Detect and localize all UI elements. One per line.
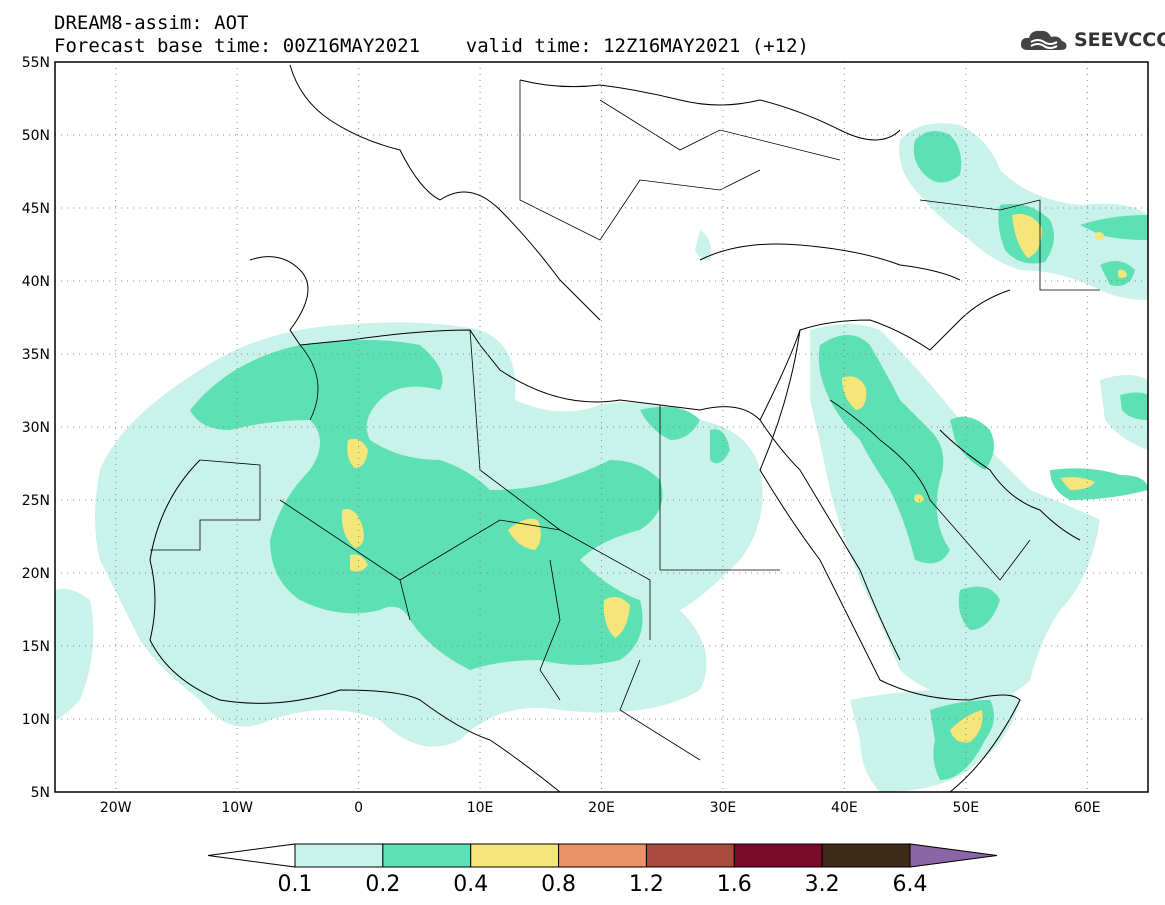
- cloud-icon: [1020, 30, 1067, 50]
- aot-field: [55, 62, 1148, 792]
- colorbar-tick-label: 0.4: [453, 872, 489, 897]
- lat-tick-label: 55N: [22, 55, 50, 71]
- colorbar-tick-label: 0.2: [365, 872, 401, 897]
- colorbar-over-arrow: [909, 843, 998, 868]
- longitude-labels: 20W 10W 0 10E 20E 30E 40E 50E 60E: [100, 800, 1101, 816]
- lon-tick-label: 10E: [467, 800, 494, 816]
- colorbar: [207, 843, 998, 868]
- lat-tick-label: 5N: [31, 785, 50, 801]
- colorbar-tick-label: 3.2: [804, 872, 840, 897]
- aot-level-0.2: [190, 131, 1148, 780]
- lat-tick-label: 50N: [22, 128, 50, 144]
- seevccc-logo: SEEVCCC: [1018, 26, 1165, 54]
- colorbar-tick-label: 1.6: [716, 872, 752, 897]
- lon-tick-label: 0: [354, 800, 363, 816]
- coastlines: [149, 64, 1081, 792]
- colorbar-tick-label: 0.8: [541, 872, 577, 897]
- lat-tick-label: 45N: [22, 201, 50, 217]
- lon-tick-label: 10W: [221, 800, 253, 816]
- colorbar-segment: [821, 843, 911, 868]
- lon-tick-label: 50E: [952, 800, 979, 816]
- lon-tick-label: 60E: [1074, 800, 1101, 816]
- colorbar-tick-label: 0.1: [277, 872, 313, 897]
- colorbar-segment: [733, 843, 823, 868]
- lat-tick-label: 35N: [22, 347, 50, 363]
- lat-tick-label: 20N: [22, 566, 50, 582]
- lat-tick-label: 25N: [22, 493, 50, 509]
- lon-tick-label: 20E: [588, 800, 615, 816]
- map-title: DREAM8-assim: AOT: [54, 12, 249, 34]
- colorbar-under-arrow: [207, 843, 296, 868]
- map-frame: [54, 61, 1149, 793]
- colorbar-segment: [558, 843, 647, 868]
- grid-lines: [55, 62, 1148, 792]
- borders: [150, 80, 1100, 761]
- colorbar-segment: [294, 843, 384, 868]
- lat-tick-label: 30N: [22, 420, 50, 436]
- colorbar-segment: [470, 843, 560, 868]
- colorbar-tick-label: 6.4: [892, 872, 928, 897]
- logo-text: SEEVCCC: [1074, 29, 1165, 51]
- lon-tick-label: 40E: [831, 800, 858, 816]
- colorbar-tick-label: 1.2: [628, 872, 664, 897]
- colorbar-segment: [645, 843, 735, 868]
- latitude-labels: 55N 50N 45N 40N 35N 30N 25N 20N 15N 10N 5N: [22, 55, 50, 801]
- lon-tick-label: 20W: [100, 800, 132, 816]
- colorbar-segment: [382, 843, 472, 868]
- forecast-times: Forecast base time: 00Z16MAY2021 valid t…: [54, 35, 809, 57]
- aot-level-0.4: [341, 213, 1127, 743]
- lat-tick-label: 15N: [22, 639, 50, 655]
- lat-tick-label: 40N: [22, 274, 50, 290]
- lat-tick-label: 10N: [22, 712, 50, 728]
- lon-tick-label: 30E: [710, 800, 737, 816]
